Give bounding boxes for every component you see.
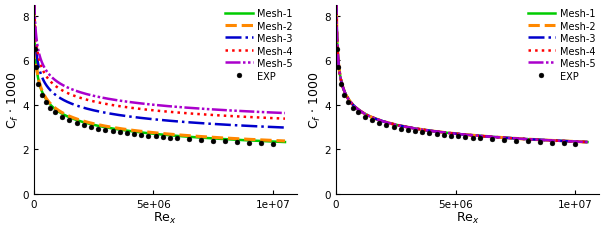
X-axis label: Re$_x$: Re$_x$ xyxy=(456,210,480,225)
Legend: Mesh-1, Mesh-2, Mesh-3, Mesh-4, Mesh-5, EXP: Mesh-1, Mesh-2, Mesh-3, Mesh-4, Mesh-5, … xyxy=(526,7,598,83)
Y-axis label: C$_f$ $\cdot$ 1000: C$_f$ $\cdot$ 1000 xyxy=(308,71,323,128)
X-axis label: Re$_x$: Re$_x$ xyxy=(153,210,177,225)
Legend: Mesh-1, Mesh-2, Mesh-3, Mesh-4, Mesh-5, EXP: Mesh-1, Mesh-2, Mesh-3, Mesh-4, Mesh-5, … xyxy=(223,7,295,83)
Y-axis label: C$_f$ $\cdot$ 1000: C$_f$ $\cdot$ 1000 xyxy=(5,71,21,128)
